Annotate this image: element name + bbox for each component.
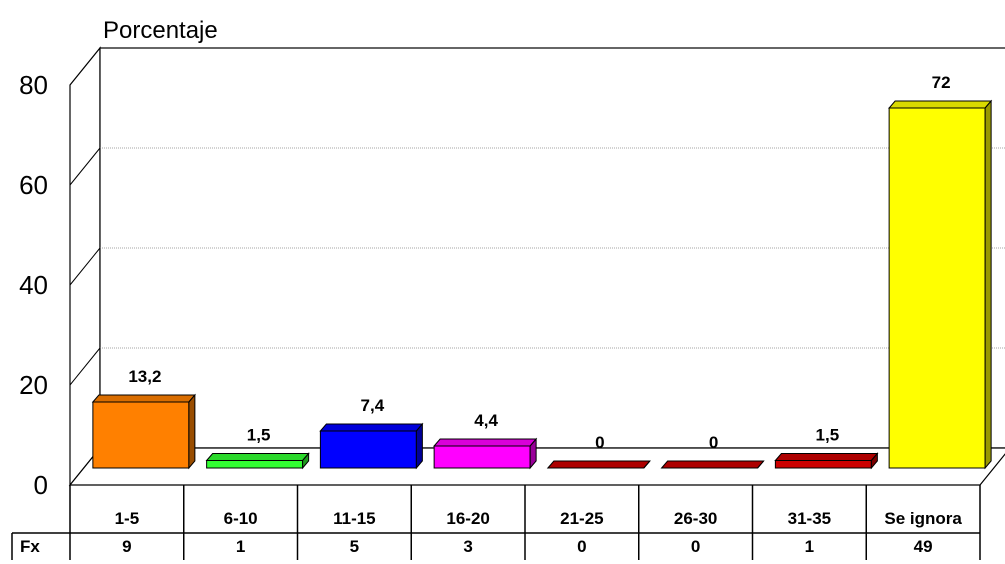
table-cell: 0 [691, 537, 700, 556]
y-tick-label: 20 [19, 370, 48, 400]
bar-side [870, 452, 878, 470]
bars [91, 99, 993, 470]
bar [91, 393, 196, 470]
gridline-side [69, 247, 101, 286]
x-tick-label: Se ignora [884, 509, 962, 528]
data-table: Fx 1-5 9 6-10 1 11-15 5 16-20 3 21-25 0 26-30 0 31-35… [11, 485, 981, 560]
bar-top [433, 438, 538, 447]
x-tick-label: 26-30 [674, 509, 717, 528]
chart-walls [68, 46, 1005, 487]
bar-front [206, 460, 304, 469]
table-cell: 9 [122, 537, 131, 556]
bar [774, 452, 879, 470]
table-cell: 49 [914, 537, 933, 556]
bar-front [433, 445, 531, 469]
data-label: 13,2 [128, 367, 161, 386]
y-tick-label: 80 [19, 70, 48, 100]
table-cell: 0 [577, 537, 586, 556]
y-axis: Porcentaje 0 20 40 60 80 [19, 17, 218, 500]
bar-front [774, 460, 872, 469]
bar-top [660, 460, 765, 469]
data-label: 4,4 [474, 411, 498, 430]
bar [205, 452, 310, 470]
data-labels: 13,2 1,5 7,4 4,4 0 0 1,5 72 [128, 73, 950, 452]
y-axis-label: Porcentaje [103, 17, 218, 44]
x-tick-label: 16-20 [446, 509, 489, 528]
bar [546, 460, 651, 469]
y-tick-label: 40 [19, 270, 48, 300]
bar-top [888, 100, 993, 109]
bar-top [546, 460, 651, 469]
bar [319, 422, 424, 470]
bar-front [319, 430, 417, 469]
y-tick-label: 60 [19, 170, 48, 200]
y-tick-label: 0 [34, 470, 48, 500]
bar-side [984, 99, 992, 470]
table-cell: 1 [805, 537, 814, 556]
table-cell: 3 [463, 537, 472, 556]
data-label: 0 [709, 433, 718, 452]
bar-side [188, 393, 196, 470]
table-cell: 5 [350, 537, 359, 556]
x-tick-label: 21-25 [560, 509, 603, 528]
bar-front [888, 107, 986, 469]
data-label: 72 [932, 73, 951, 92]
gridline-side [69, 347, 101, 386]
x-tick-label: 6-10 [224, 509, 258, 528]
data-label: 1,5 [247, 426, 271, 445]
table-cell: 1 [236, 537, 245, 556]
bar-top [319, 423, 424, 432]
gridlines [69, 147, 1005, 386]
bar-side [757, 460, 765, 469]
bar-top [205, 453, 310, 461]
data-label: 1,5 [816, 426, 840, 445]
gridline-side [69, 147, 101, 186]
bar [433, 437, 538, 470]
bar-side [415, 422, 423, 470]
x-tick-label: 11-15 [333, 509, 376, 528]
bar-side [302, 452, 310, 470]
bar-top [774, 453, 879, 461]
bar-front [92, 401, 190, 469]
data-label: 0 [595, 433, 604, 452]
bar-top [91, 394, 196, 403]
bar-side [643, 460, 651, 469]
x-tick-label: 31-35 [788, 509, 831, 528]
table-row-label: Fx [20, 537, 40, 556]
bar [888, 99, 993, 470]
data-label: 7,4 [361, 396, 385, 415]
bar [660, 460, 765, 469]
x-tick-label: 1-5 [115, 509, 140, 528]
bar-side [529, 437, 537, 470]
